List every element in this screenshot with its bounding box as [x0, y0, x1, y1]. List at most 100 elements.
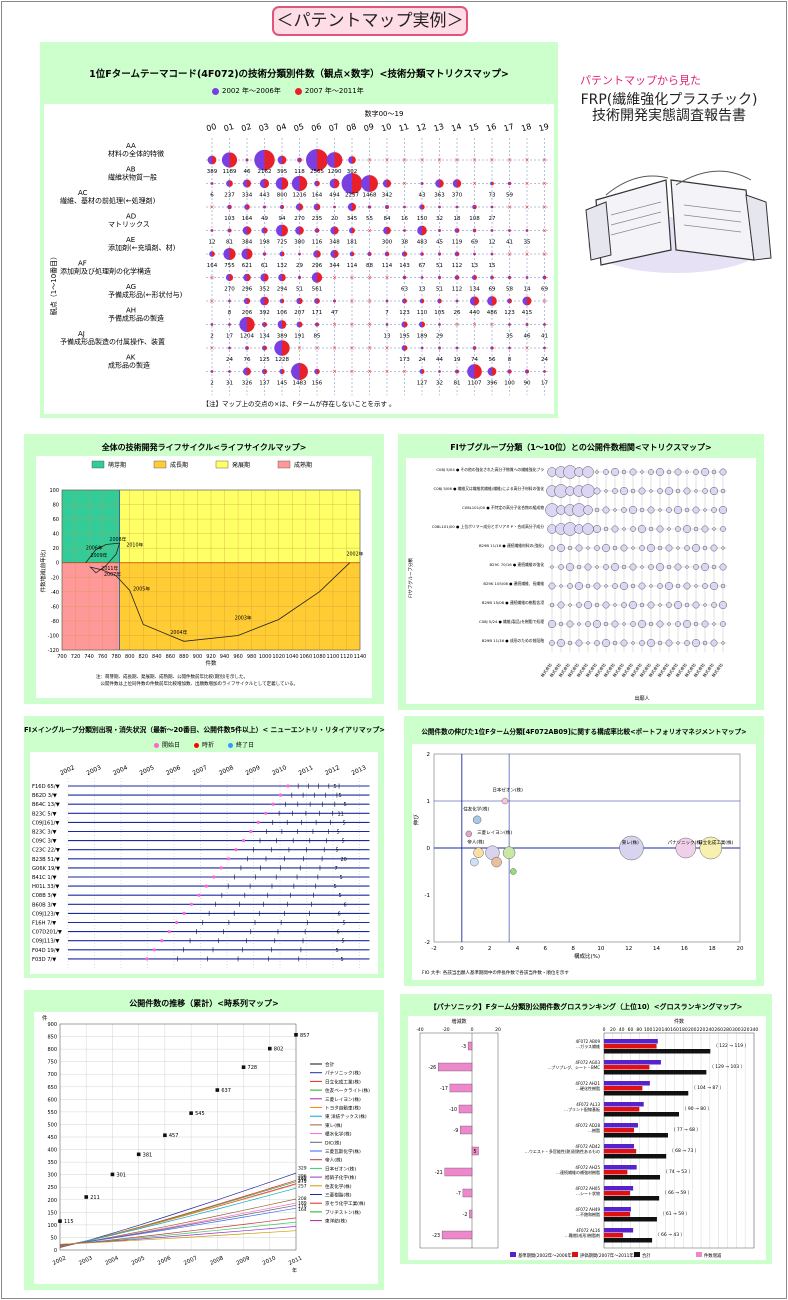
timeseries-y-tick: 500	[47, 1122, 57, 1128]
fi-timeline-count: 5	[334, 884, 337, 890]
portfolio-bubble-label: 帝人(株)	[467, 838, 484, 845]
ranking-diff-value: -21	[435, 1170, 443, 1176]
matrix-bubble-right	[492, 252, 494, 256]
ranking-body: 増減数 件数 -40 -20 0 20 0 20 40 60 80 100 120 140 160 180 20…	[408, 1016, 766, 1260]
fi-matrix-bubble	[720, 488, 726, 494]
portfolio-x-tick: 12	[625, 946, 632, 952]
fi-matrix-bubble	[601, 543, 610, 552]
lifecycle-x-tick: 740	[84, 654, 94, 660]
fi-timeline-start-marker	[241, 839, 246, 843]
matrix-empty-mark: ×	[209, 275, 214, 282]
matrix-bubble-left	[508, 323, 510, 326]
timeseries-total-label: 301	[116, 1172, 126, 1178]
ranking-row-code: 4F072 AD42	[575, 1144, 600, 1149]
matrix-cell-count: 621	[242, 263, 253, 269]
timeseries-total-label: 457	[169, 1133, 179, 1139]
matrix-empty-mark: ×	[524, 181, 529, 188]
fi-matrix-bubble	[585, 583, 591, 589]
matrix-cell-count: 237	[224, 193, 235, 199]
fi-matrix-bubble	[647, 601, 655, 609]
fi-matrix-bubble	[676, 546, 680, 550]
matrix-cell-count: 1216	[293, 193, 307, 199]
lifecycle-year-label: 2007年	[104, 571, 121, 578]
matrix-cell-count: 90	[524, 381, 531, 387]
matrix-cell-count: 61	[261, 263, 268, 269]
matrix-bubble-right	[299, 363, 308, 380]
matrix-cell-count: 13	[384, 334, 391, 340]
ranking-diff-bar	[460, 1125, 473, 1135]
ranking-right-frame	[603, 1032, 755, 1249]
fi-matrix-bubble	[656, 525, 664, 533]
fi-timeline-count: 5	[337, 830, 340, 836]
matrix-bubble-right	[334, 299, 337, 303]
matrix-empty-mark: ×	[367, 345, 372, 352]
timeseries-line-end-label: 164	[298, 1207, 307, 1213]
ranking-range-label: （ 122 → 119 ）	[713, 1043, 749, 1049]
fi-matrix-bubble	[721, 546, 725, 550]
ranking-right-tick: 320	[741, 1027, 750, 1033]
matrix-empty-mark: ×	[349, 369, 354, 376]
matrix-column-label: 02	[240, 122, 252, 133]
timeseries-y-tick: 600	[47, 1097, 57, 1103]
fi-matrix-bubble	[547, 524, 557, 534]
matrix-bubble-right	[247, 346, 249, 350]
timeseries-legend-label: トヨタ自動車(株)	[325, 1105, 361, 1112]
matrix-cell-count: 17	[226, 334, 233, 340]
ranking-diff-bar	[469, 1209, 473, 1219]
matrix-bubble-left	[279, 298, 282, 304]
timeseries-y-tick: 650	[47, 1085, 57, 1091]
fi-timeline-count: 5	[334, 784, 337, 790]
matrix-bubble-right	[474, 346, 477, 350]
timeseries-y-tick: 750	[47, 1060, 57, 1066]
timeseries-line-end-label: 208	[298, 1196, 307, 1202]
matrix-bubble-right	[334, 178, 340, 189]
fi-timeline-row-label: F16D 65/▼	[32, 784, 60, 790]
matrix-bubble-left	[454, 275, 457, 280]
portfolio-bubble-label: パナソニック(株)	[668, 839, 703, 846]
matrix-bubble-left	[245, 346, 247, 350]
fi-matrix-bubble	[594, 640, 600, 646]
matrix-bubble-left	[223, 247, 230, 261]
fi-matrix-bubble	[610, 562, 619, 571]
matrix-bubble-right	[282, 224, 288, 237]
lifecycle-legend-label: 萌芽期	[108, 461, 126, 469]
matrix-row-code: AC	[78, 189, 88, 197]
fi-matrix-bubble	[685, 565, 689, 569]
matrix-empty-mark: ×	[524, 251, 529, 258]
matrix-bubble-left	[420, 276, 422, 279]
fi-matrix-bubble	[665, 581, 674, 590]
matrix-bubble-right	[317, 272, 323, 283]
portfolio-bubble-label: 日本ゼオン(株)	[492, 787, 523, 794]
timeseries-total-marker	[241, 1065, 246, 1069]
fi-timeline-legend: 開始日 時折 終了日	[154, 740, 254, 749]
matrix-cell-count: 69	[471, 240, 478, 246]
matrix-bubble-left	[490, 252, 492, 256]
ranking-right-tick: 340	[750, 1027, 759, 1033]
matrix-cell-count: 300	[382, 240, 393, 246]
timeseries-y-tick: 850	[47, 1035, 57, 1041]
ranking-left-tick: -20	[442, 1027, 449, 1033]
matrix-cell-count: 69	[541, 287, 548, 293]
lifecycle-y-tick: 100	[49, 488, 59, 494]
timeseries-panel: 公開件数の推移（累計）<時系列マップ> 件 900 850 800 750 700 650 6…	[24, 990, 384, 1290]
lifecycle-x-tick: 820	[138, 654, 148, 660]
fi-matrix-bubble	[630, 583, 636, 589]
fi-matrix-bubble	[649, 489, 653, 493]
matrix-bubble-left	[401, 345, 405, 351]
matrix-empty-mark: ×	[367, 157, 372, 164]
fi-timeline-row-label: C07D201/▼	[32, 930, 62, 936]
fi-timeline-count: 5	[344, 802, 347, 808]
matrix-bubble-right	[369, 251, 372, 257]
fi-matrix-chart: 株式会社株式会社株式会社株式会社株式会社株式会社株式会社株式会社株式会社株式会社…	[407, 465, 728, 702]
fi-matrix-bubble	[640, 470, 644, 474]
ranking-bar-total	[604, 1238, 653, 1243]
matrix-cell-count: 46	[244, 169, 251, 175]
timeseries-total-marker	[58, 1219, 62, 1223]
matrix-bubble-left	[543, 346, 545, 350]
matrix-bubble-left	[524, 369, 527, 374]
matrix-cell-count: 181	[347, 240, 358, 246]
matrix-cell-count: 114	[382, 263, 393, 269]
matrix-bubble-left	[243, 273, 247, 282]
matrix-bubble-right	[439, 179, 444, 188]
matrix-bubble-right	[422, 346, 424, 350]
